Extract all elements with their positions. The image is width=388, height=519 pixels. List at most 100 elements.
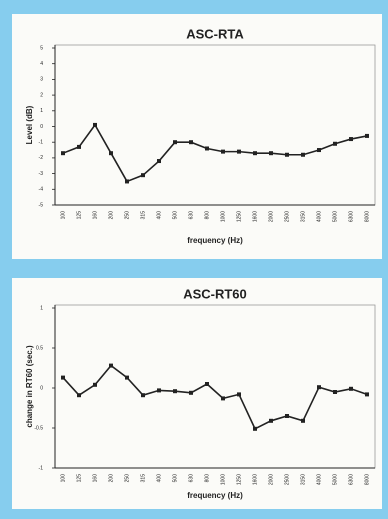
x-tick-label: 500 (172, 211, 178, 220)
y-tick-label: 5 (40, 45, 43, 51)
x-tick-label: 250 (124, 474, 130, 483)
chart-title: ASC-RT60 (183, 286, 247, 301)
y-axis-label: change in RT60 (sec.) (25, 345, 34, 428)
y-axis-label: Level (dB) (25, 105, 34, 144)
marker (77, 144, 81, 149)
marker (269, 151, 273, 156)
x-tick-label: 800 (204, 211, 210, 220)
y-tick-label: 1 (40, 108, 43, 114)
x-tick-label: 315 (140, 474, 146, 483)
marker (157, 388, 161, 393)
x-tick-label: 800 (204, 474, 210, 483)
marker (237, 392, 241, 397)
x-tick-label: 125 (76, 474, 82, 483)
x-tick-label: 400 (156, 474, 162, 483)
marker (237, 149, 241, 154)
x-tick-label: 3150 (300, 474, 306, 485)
x-tick-label: 1600 (252, 211, 258, 222)
x-tick-label: 250 (124, 211, 130, 220)
marker (205, 382, 209, 386)
marker (301, 418, 305, 423)
marker (61, 151, 65, 156)
marker (173, 140, 177, 145)
marker (125, 179, 129, 184)
y-tick-label: 0 (40, 385, 43, 391)
x-tick-label: 315 (140, 211, 146, 220)
x-tick-label: 5000 (332, 211, 338, 222)
marker (93, 122, 97, 127)
line (62, 364, 368, 430)
y-tick-label: 2 (40, 92, 43, 98)
x-tick-label: 630 (188, 474, 194, 483)
x-tick-label: 400 (156, 211, 162, 220)
marker (317, 148, 321, 153)
y-tick-label: 0.5 (36, 345, 43, 351)
x-tick-label: 500 (172, 474, 178, 483)
marker (141, 393, 145, 398)
x-tick-label: 100 (60, 211, 66, 220)
y-tick-label: 1 (40, 305, 43, 311)
panel (12, 14, 382, 259)
x-tick-label: 100 (60, 474, 66, 483)
marker (221, 396, 225, 401)
marker (205, 146, 209, 151)
marker (189, 140, 193, 145)
y-tick-label: 0 (40, 124, 43, 130)
marker (349, 386, 353, 391)
y-tick-label: -0.5 (34, 425, 43, 431)
y-tick-label: -1 (39, 465, 44, 471)
x-tick-label: 5000 (332, 474, 338, 485)
marker (253, 151, 257, 156)
x-tick-label: 1250 (236, 211, 242, 222)
x-tick-label: 8000 (364, 474, 370, 485)
line (62, 123, 368, 183)
panel (12, 278, 382, 509)
y-tick-label: -2 (39, 155, 44, 161)
x-tick-label: 160 (92, 211, 98, 220)
x-axis-label: frequency (Hz) (187, 491, 243, 500)
y-tick-label: -1 (39, 140, 44, 146)
x-tick-label: 160 (92, 474, 98, 483)
x-tick-label: 630 (188, 211, 194, 220)
x-tick-label: 1600 (252, 474, 258, 485)
marker (301, 152, 305, 157)
marker (189, 390, 193, 395)
marker (221, 149, 225, 154)
x-tick-label: 1250 (236, 474, 242, 485)
y-tick-label: -3 (39, 171, 44, 177)
x-axis-label: frequency (Hz) (187, 236, 243, 245)
x-tick-label: 4000 (316, 474, 322, 485)
x-tick-label: 6300 (348, 211, 354, 222)
marker (333, 141, 337, 146)
x-tick-label: 1000 (220, 211, 226, 222)
y-tick-label: -4 (39, 187, 44, 193)
x-tick-label: 6300 (348, 474, 354, 485)
x-tick-label: 8000 (364, 211, 370, 222)
marker (157, 159, 161, 164)
marker (317, 385, 321, 390)
x-tick-label: 2000 (268, 211, 274, 222)
marker (93, 382, 97, 387)
marker (141, 173, 145, 178)
marker (349, 137, 353, 142)
x-tick-label: 125 (76, 211, 82, 220)
y-tick-label: 3 (40, 77, 43, 83)
x-tick-label: 4000 (316, 211, 322, 222)
y-tick-label: -5 (39, 202, 44, 208)
x-tick-label: 3150 (300, 211, 306, 222)
x-tick-label: 200 (108, 474, 114, 483)
marker (61, 375, 65, 380)
x-tick-label: 200 (108, 211, 114, 220)
marker (253, 426, 257, 431)
marker (269, 418, 273, 423)
marker (285, 152, 289, 157)
x-tick-label: 2000 (268, 474, 274, 485)
marker (109, 363, 113, 368)
marker (77, 393, 81, 398)
marker (285, 414, 289, 418)
marker (333, 390, 337, 394)
y-tick-label: 4 (40, 61, 43, 67)
marker (109, 151, 113, 156)
